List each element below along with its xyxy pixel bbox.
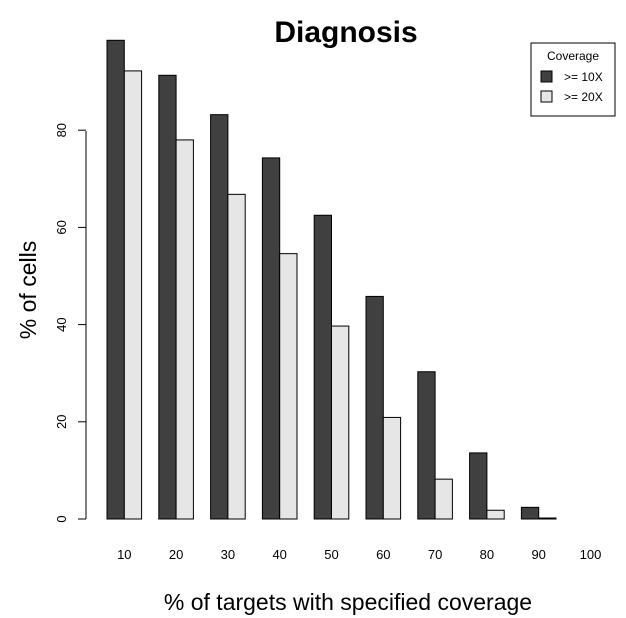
bars bbox=[106, 39, 557, 520]
y-axis-label: % of cells bbox=[15, 241, 41, 339]
y-tick-label-80: 80 bbox=[54, 123, 69, 137]
bar-10x-40 bbox=[261, 157, 281, 520]
x-axis-label: % of targets with specified coverage bbox=[164, 589, 532, 615]
x-tick-label-10: 10 bbox=[117, 547, 131, 562]
bar-20x-60 bbox=[382, 416, 402, 520]
legend-title: Coverage bbox=[547, 49, 599, 63]
bar-20x-10 bbox=[123, 70, 143, 520]
bar-20x-30 bbox=[227, 193, 246, 520]
bar-10x-80 bbox=[469, 452, 488, 520]
x-tick-label-100: 100 bbox=[580, 547, 602, 562]
bar-10x-60 bbox=[365, 295, 384, 520]
y-axis-ticks: 0 20 40 60 80 bbox=[54, 123, 86, 523]
x-tick-label-30: 30 bbox=[221, 547, 235, 562]
bar-20x-70 bbox=[434, 478, 453, 520]
y-tick-label-60: 60 bbox=[54, 220, 69, 234]
x-tick-label-80: 80 bbox=[480, 547, 494, 562]
bar-10x-50 bbox=[313, 214, 333, 520]
bar-10x-20 bbox=[158, 74, 177, 520]
legend: Coverage >= 10X >= 20X bbox=[530, 42, 616, 117]
legend-label-20x: >= 20X bbox=[564, 90, 603, 104]
bar-20x-20 bbox=[175, 139, 194, 520]
y-tick-label-20: 20 bbox=[54, 415, 69, 429]
y-tick-label-0: 0 bbox=[54, 515, 69, 522]
x-tick-label-40: 40 bbox=[272, 547, 286, 562]
bar-20x-50 bbox=[331, 325, 350, 520]
bar-20x-40 bbox=[279, 253, 298, 520]
legend-swatch-20x bbox=[540, 90, 553, 103]
bar-20x-80 bbox=[486, 509, 505, 520]
legend-label-10x: >= 10X bbox=[564, 70, 603, 84]
x-tick-label-20: 20 bbox=[169, 547, 183, 562]
y-tick-label-40: 40 bbox=[54, 317, 69, 331]
bar-10x-30 bbox=[210, 114, 229, 520]
chart-title: Diagnosis bbox=[274, 16, 417, 49]
x-tick-label-90: 90 bbox=[531, 547, 545, 562]
x-tick-label-50: 50 bbox=[324, 547, 338, 562]
bar-20x-90 bbox=[538, 517, 557, 520]
bar-10x-10 bbox=[106, 39, 125, 520]
legend-swatch-10x bbox=[540, 70, 553, 83]
x-tick-label-70: 70 bbox=[428, 547, 442, 562]
bar-10x-70 bbox=[417, 371, 436, 520]
bar-10x-90 bbox=[520, 506, 540, 520]
x-axis-tick-labels: 10 20 30 40 50 60 70 80 90 100 bbox=[117, 547, 601, 562]
x-tick-label-60: 60 bbox=[376, 547, 390, 562]
